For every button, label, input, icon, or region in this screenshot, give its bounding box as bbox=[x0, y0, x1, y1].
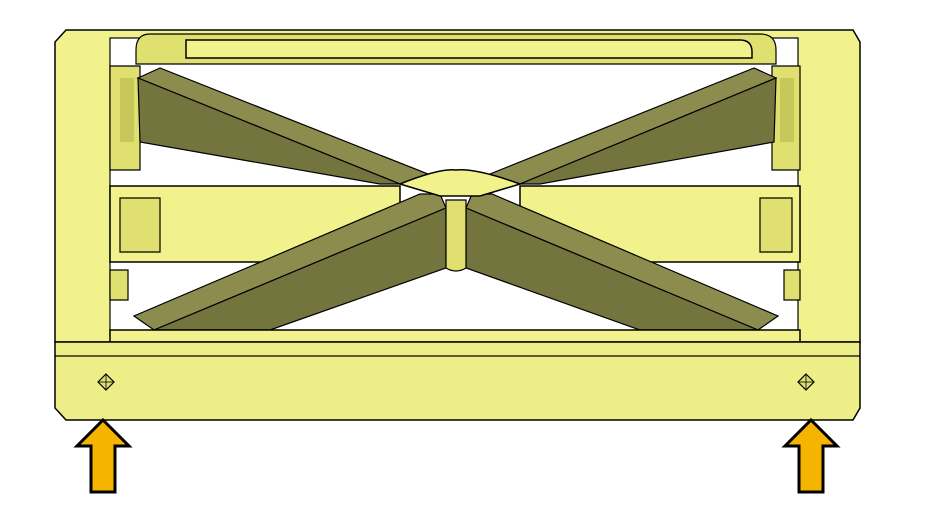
datum-marker-right bbox=[797, 373, 815, 391]
arrow-up-icon bbox=[781, 417, 841, 494]
left-upper-wall-shade bbox=[120, 78, 134, 142]
arrow-up-icon bbox=[73, 417, 133, 494]
right-middle-bar-shade bbox=[759, 197, 793, 253]
rib-lower-left bbox=[132, 193, 447, 331]
datum-marker-left bbox=[97, 373, 115, 391]
top-slot-inner bbox=[185, 39, 753, 59]
right-upper-wall-shade bbox=[780, 78, 794, 142]
left-lower-wall bbox=[109, 269, 129, 301]
bottom-frame-rim bbox=[109, 329, 801, 343]
center-hub bbox=[397, 169, 523, 197]
rib-upper-right-face bbox=[519, 77, 777, 185]
center-post bbox=[445, 199, 467, 272]
rib-lower-right bbox=[465, 193, 780, 331]
right-lower-wall bbox=[783, 269, 801, 301]
rib-upper-left-face bbox=[137, 77, 401, 185]
plate-front-face bbox=[54, 341, 861, 421]
left-middle-bar-shade bbox=[119, 197, 161, 253]
